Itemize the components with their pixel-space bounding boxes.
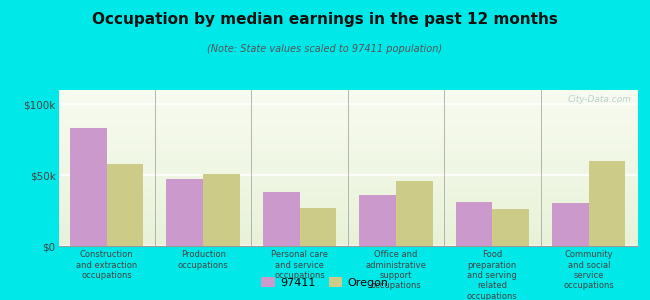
- Bar: [107, 164, 144, 246]
- Legend: 97411, Oregon: 97411, Oregon: [258, 274, 392, 291]
- Bar: [456, 202, 493, 246]
- Bar: [589, 161, 625, 246]
- Bar: [203, 174, 240, 246]
- Bar: [166, 179, 203, 246]
- Bar: [300, 208, 336, 246]
- Bar: [263, 192, 300, 246]
- Bar: [552, 203, 589, 246]
- Bar: [359, 195, 396, 246]
- Text: (Note: State values scaled to 97411 population): (Note: State values scaled to 97411 popu…: [207, 44, 443, 53]
- Text: Occupation by median earnings in the past 12 months: Occupation by median earnings in the pas…: [92, 12, 558, 27]
- Text: City-Data.com: City-Data.com: [567, 95, 631, 104]
- Bar: [396, 181, 433, 246]
- Bar: [70, 128, 107, 246]
- Bar: [493, 209, 529, 246]
